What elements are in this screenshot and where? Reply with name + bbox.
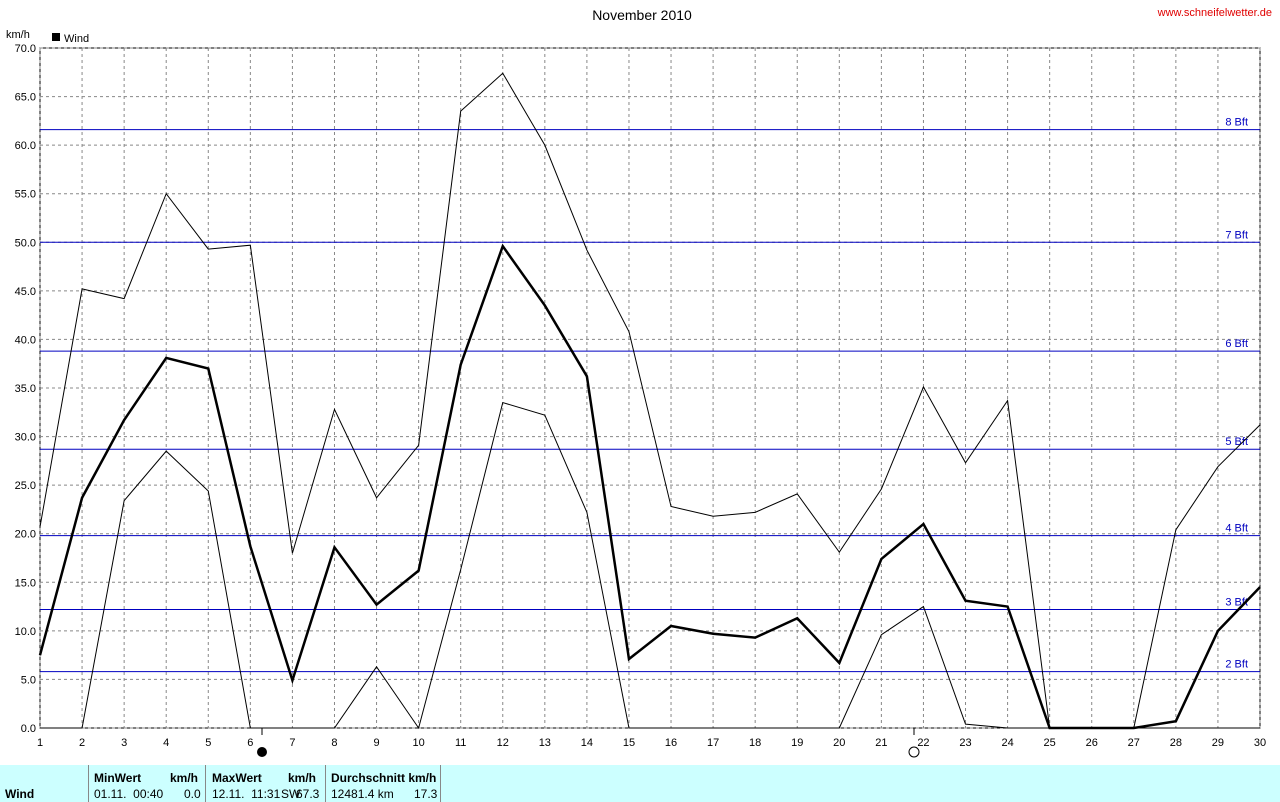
x-tick-label: 14 <box>581 737 593 749</box>
y-tick-label: 25.0 <box>15 480 36 492</box>
row-label: Wind <box>5 787 35 801</box>
ref-label: 8 Bft <box>1225 117 1248 129</box>
y-tick-label: 50.0 <box>15 237 36 249</box>
header: MaxWert <box>212 771 262 785</box>
x-tick-label: 3 <box>121 737 127 749</box>
unit: km/h <box>288 771 317 785</box>
x-tick-label: 12 <box>497 737 509 749</box>
stats-table: Wind MinWert km/h 01.11. 00:40 0.0 MaxWe… <box>0 765 1280 802</box>
x-tick-label: 5 <box>205 737 211 749</box>
x-tick-label: 6 <box>247 737 253 749</box>
x-tick-label: 16 <box>665 737 677 749</box>
x-tick-label: 26 <box>1086 737 1098 749</box>
y-tick-label: 60.0 <box>15 140 36 152</box>
x-tick-label: 11 <box>455 737 466 749</box>
x-tick-label: 7 <box>289 737 295 749</box>
header: MinWert <box>94 771 142 785</box>
separator <box>205 765 206 802</box>
separator <box>325 765 326 802</box>
x-tick-label: 1 <box>37 737 43 749</box>
source: www.schneifelwetter.de <box>1157 7 1272 19</box>
value: 67.3 <box>296 787 320 801</box>
x-tick-label: 20 <box>833 737 845 749</box>
ref-label: 7 Bft <box>1225 229 1248 241</box>
x-tick-label: 27 <box>1128 737 1140 749</box>
x-tick-label: 21 <box>875 737 887 749</box>
x-tick-label: 30 <box>1254 737 1266 749</box>
x-tick-label: 2 <box>79 737 85 749</box>
full-moon <box>908 746 920 758</box>
y-tick-label: 45.0 <box>15 286 36 298</box>
x-tick-label: 23 <box>959 737 971 749</box>
legend-swatch <box>52 33 60 41</box>
y-tick-label: 65.0 <box>15 92 36 104</box>
x-tick-label: 9 <box>373 737 379 749</box>
y-tick-label: 70.0 <box>15 43 36 55</box>
y-tick-label: 55.0 <box>15 189 36 201</box>
when: 12481.4 km <box>331 787 394 801</box>
y-tick-label: 35.0 <box>15 383 36 395</box>
x-tick-label: 25 <box>1044 737 1056 749</box>
x-tick-label: 22 <box>917 737 929 749</box>
y-tick-label: 10.0 <box>15 626 36 638</box>
header: Durchschnitt km/h <box>331 771 437 785</box>
x-tick-label: 8 <box>331 737 337 749</box>
x-tick-label: 15 <box>623 737 635 749</box>
x-tick-label: 28 <box>1170 737 1182 749</box>
y-tick-label: 0.0 <box>21 723 36 735</box>
legend-label: Wind <box>64 33 89 45</box>
unit: km/h <box>170 771 199 785</box>
ref-label: 4 Bft <box>1225 523 1248 535</box>
ref-label: 6 Bft <box>1225 338 1248 350</box>
x-tick-label: 19 <box>791 737 803 749</box>
x-tick-label: 24 <box>1001 737 1013 749</box>
y-axis-label: km/h <box>6 29 30 41</box>
y-tick-label: 40.0 <box>15 334 36 346</box>
x-tick-label: 4 <box>163 737 169 749</box>
ref-label: 5 Bft <box>1225 436 1248 448</box>
separator <box>88 765 89 802</box>
chart: November 2010 www.schneifelwetter.de km/… <box>6 7 1272 758</box>
x-tick-label: 17 <box>707 737 719 749</box>
wind-line <box>40 401 1260 730</box>
when: 12.11. 11:31 <box>212 787 281 801</box>
x-tick-label: 29 <box>1212 737 1224 749</box>
value: 17.3 <box>414 787 438 801</box>
direction: SW <box>281 787 301 801</box>
x-tick-label: 18 <box>749 737 761 749</box>
y-tick-label: 30.0 <box>15 432 36 444</box>
ref-label: 2 Bft <box>1225 659 1248 671</box>
y-tick-label: 15.0 <box>15 577 36 589</box>
x-tick-label: 13 <box>539 737 551 749</box>
when: 01.11. 00:40 <box>94 787 164 801</box>
y-tick-label: 20.0 <box>15 529 36 541</box>
new-moon <box>257 747 267 757</box>
value: 0.0 <box>184 787 201 801</box>
separator <box>440 765 441 802</box>
chart-title: November 2010 <box>592 7 692 23</box>
y-tick-label: 5.0 <box>21 674 36 686</box>
x-tick-label: 10 <box>412 737 424 749</box>
